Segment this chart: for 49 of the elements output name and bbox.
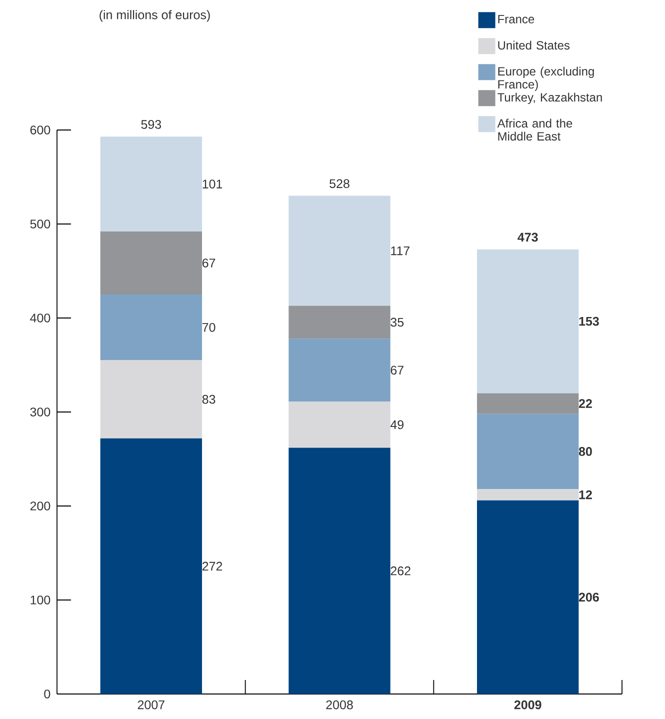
bar	[476, 489, 579, 500]
data-label: 80	[578, 447, 592, 456]
bar	[476, 393, 579, 414]
bar	[100, 294, 202, 360]
data-label: 262	[390, 566, 410, 576]
data-label: 49	[390, 420, 404, 430]
y-tick-label: 300	[30, 408, 50, 416]
x-tick-label: 2007	[138, 700, 164, 710]
bar	[288, 338, 390, 402]
total-label: 473	[518, 232, 538, 242]
x-tick-label: 2009	[514, 700, 542, 710]
data-label: 35	[390, 318, 404, 327]
bar	[288, 306, 390, 339]
legend-label: Africa and the Middle East	[497, 118, 572, 141]
chart-title: (in millions of euros)	[100, 10, 210, 22]
legend-label: France	[498, 15, 534, 24]
bar	[288, 402, 390, 448]
bar	[476, 249, 579, 394]
legend-label: Europe (excluding France)	[498, 66, 594, 91]
bar	[100, 136, 202, 232]
data-label: 206	[578, 592, 599, 602]
legend-label: Turkey, Kazakhstan	[498, 92, 602, 104]
data-label: 272	[202, 562, 222, 571]
y-tick-label: 200	[30, 502, 50, 510]
bar	[288, 196, 390, 306]
data-label: 153	[579, 316, 599, 326]
bar	[476, 414, 579, 490]
y-tick-label: 500	[30, 220, 50, 228]
total-label: 528	[330, 179, 350, 188]
data-label: 22	[578, 399, 592, 408]
bar	[100, 232, 202, 294]
y-tick-label: 600	[30, 126, 50, 134]
data-label: 117	[391, 246, 410, 256]
total-label: 593	[141, 120, 162, 129]
y-tick-label: 100	[30, 596, 50, 604]
y-tick-label: 400	[30, 314, 50, 322]
y-tick-label: 0	[44, 690, 50, 698]
bar	[476, 500, 579, 694]
bar	[100, 438, 202, 694]
data-label: 12	[579, 490, 592, 500]
data-label: 70	[202, 322, 216, 332]
bar	[288, 448, 390, 694]
bar	[100, 360, 202, 438]
x-tick-label: 2008	[326, 700, 353, 710]
data-label: 67	[390, 366, 404, 375]
data-label: 101	[202, 180, 222, 188]
legend-label: United States	[498, 40, 570, 50]
data-label: 83	[202, 394, 216, 404]
data-label: 67	[202, 258, 216, 268]
